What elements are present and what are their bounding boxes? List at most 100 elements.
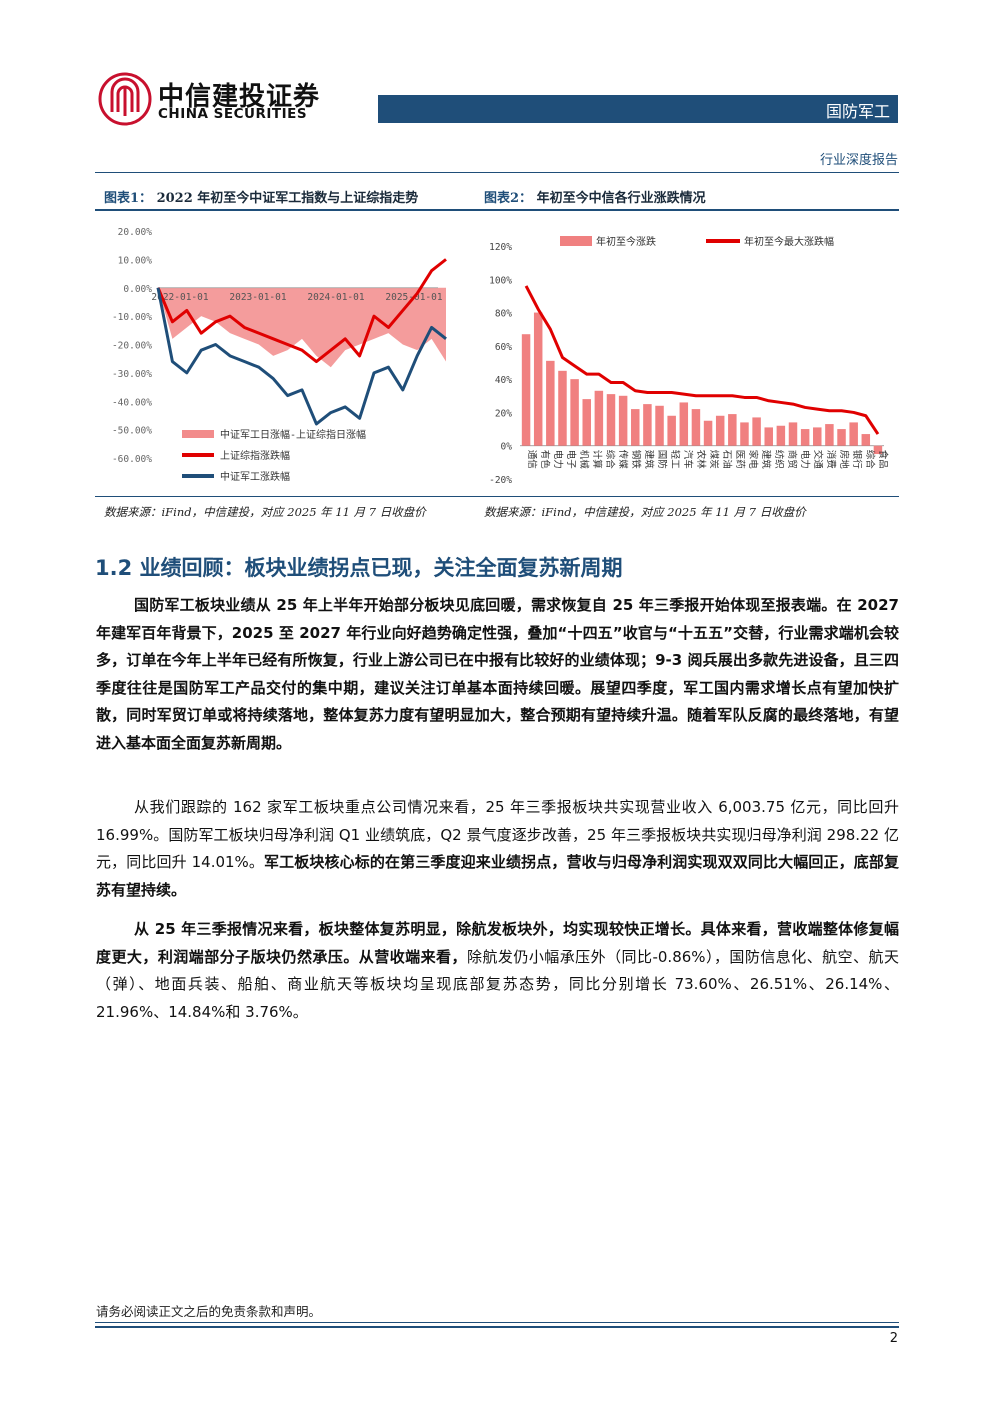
x-category-label: 银行 [851, 450, 863, 470]
bar [837, 429, 846, 446]
page-number: 2 [889, 1331, 898, 1346]
paragraph-3: 从 25 年三季报情况来看，板块整体复苏明显，除航发板块外，均实现较快正增长。具… [96, 916, 899, 1026]
x-tick-label: 2022-01-01 [151, 292, 208, 303]
bar [740, 422, 749, 446]
y-tick-label: 0% [501, 442, 513, 453]
footer-rule-thin [95, 1322, 899, 1323]
x-category-label: 通信 [526, 450, 538, 469]
x-category-label: 有色 [539, 450, 551, 470]
paragraph-1-text: 国防军工板块业绩从 25 年上半年开始部分板块见底回暖，需求恢复自 25 年三季… [96, 596, 899, 752]
legend-label: 中证军工涨跌幅 [220, 470, 290, 483]
sse-line-series [156, 258, 447, 364]
y-tick-label: -40.00% [112, 397, 152, 408]
bar [643, 404, 652, 446]
legend-swatch [560, 236, 592, 246]
legend-label: 年初至今最大涨跌幅 [744, 235, 834, 248]
figure2-source: 数据来源：iFind，中信建投，对应 2025 年 11 月 7 日收盘价 [484, 505, 806, 519]
x-category-label: 轻工 [669, 450, 681, 470]
footer-rule-thick [95, 1326, 899, 1328]
bar [546, 360, 555, 446]
y-tick-label: 80% [495, 309, 512, 320]
bar [873, 445, 883, 455]
industry-performance-bar-chart: 120%100%80%60%40%20%0%-20%通信 有色 电力 电子 机械 计算 综合… [489, 235, 889, 486]
y-tick-label: -60.00% [112, 454, 152, 465]
figure-title-rule [95, 209, 899, 211]
y-tick-label: 10.00% [118, 255, 153, 266]
china-securities-logo-icon [98, 72, 152, 126]
disclaimer-note: 请务必阅读正文之后的免责条款和声明。 [96, 1304, 322, 1319]
x-category-label: 电力 [799, 450, 811, 469]
military-vs-sse-line-chart: 20.00% 10.00% 0.00% -10.00% -20.00% -30.00% -4… [112, 227, 447, 483]
paragraph-2-bold: 军工板块核心标的在第三季度迎来业绩拐点，营收与归母净利润实现双双同比大幅回正，底… [96, 853, 899, 899]
x-category-label: 计算 [591, 450, 603, 469]
header-bar: 国防军工 [378, 95, 898, 123]
bar [861, 434, 871, 446]
x-category-label: 石油 [721, 450, 733, 469]
x-category-label: 建筑 [760, 450, 772, 470]
brand-name-en: CHINA SECURITIES [158, 106, 308, 122]
x-category-label: 家电 [747, 450, 759, 470]
bar [691, 409, 701, 446]
y-tick-label: -20% [489, 475, 512, 486]
figure-bottom-rule [95, 496, 899, 497]
bar [764, 427, 773, 446]
figure1-title: 图表1： 2022 年初至今中证军工指数与上证综指走势 [104, 187, 418, 206]
x-category-label: 国防 [656, 450, 668, 470]
report-type: 行业深度报告 [819, 153, 898, 168]
bar [582, 399, 591, 446]
y-tick-label: 40% [495, 375, 512, 386]
legend-swatch [182, 430, 214, 438]
x-category-label: 机械 [578, 450, 590, 470]
bar [825, 424, 834, 446]
bar [800, 429, 810, 446]
section-tag: 国防军工 [825, 102, 890, 121]
bar [776, 425, 786, 446]
figure1-title-text: 2022 年初至今中证军工指数与上证综指走势 [156, 191, 419, 206]
x-category-label: 医药 [734, 450, 745, 469]
bar [728, 414, 737, 446]
y-tick-label: -50.00% [112, 426, 152, 437]
legend-label: 年初至今涨跌 [596, 235, 656, 248]
figure2-title: 图表2： 年初至今中信各行业涨跌情况 [484, 187, 706, 206]
paragraph-3-plain: 除航发仍小幅承压外（同比-0.86%），国防信息化、航空、航天（弹）、地面兵装、… [96, 947, 899, 1021]
x-category-label: 综合 [604, 450, 616, 470]
x-category-label: 纺织 [773, 450, 785, 469]
bar [606, 394, 616, 446]
diff-area-series [158, 287, 446, 368]
bar [752, 417, 761, 446]
bar [570, 379, 579, 446]
x-category-label: 电力 [552, 450, 564, 469]
y-tick-label: -20.00% [112, 341, 152, 352]
paragraph-3-bold: 从 25 年三季报情况来看，板块整体复苏明显，除航发板块外，均实现较快正增长。具… [96, 920, 899, 966]
y-tick-label: 0.00% [123, 284, 152, 295]
x-category-label: 电子 [565, 450, 577, 470]
x-category-label: 传媒 [617, 450, 629, 470]
paragraph-2-plain: 从我们跟踪的 162 家军工板块重点公司情况来看，25 年三季报板块共实现营业收… [96, 798, 899, 871]
bar [533, 312, 543, 446]
x-category-label: 建筑 [643, 450, 655, 470]
y-tick-label: -10.00% [112, 312, 152, 323]
bar [667, 415, 676, 446]
y-tick-label: -30.00% [112, 369, 152, 380]
bar [715, 415, 725, 446]
section-heading: 1.2 业绩回顾：板块业绩拐点已现，关注全面复苏新周期 [95, 556, 623, 580]
figure2-title-text: 年初至今中信各行业涨跌情况 [536, 191, 706, 206]
x-category-label: 消费 [825, 450, 837, 469]
y-tick-label: 20% [495, 408, 512, 419]
legend-label: 中证军工日涨幅-上证综指日涨幅 [220, 428, 366, 441]
x-category-label: 农林 [695, 450, 707, 470]
x-category-label: 综合 [864, 450, 876, 470]
paragraph-2: 从我们跟踪的 162 家军工板块重点公司情况来看，25 年三季报板块共实现营业收… [96, 794, 899, 904]
x-category-label: 钢铁 [630, 450, 642, 470]
x-category-label: 汽车 [682, 450, 694, 469]
y-tick-label: 120% [489, 242, 512, 253]
military-line-series [156, 287, 447, 426]
x-category-label: 交通 [812, 450, 824, 470]
bar [618, 395, 628, 446]
bar [594, 390, 604, 446]
bar [813, 427, 822, 446]
figure2-label: 图表2： [484, 191, 533, 206]
x-tick-label: 2024-01-01 [307, 292, 364, 303]
legend-label: 上证综指涨跌幅 [220, 449, 290, 462]
brand-name-cn: 中信建投证券 [158, 82, 321, 112]
